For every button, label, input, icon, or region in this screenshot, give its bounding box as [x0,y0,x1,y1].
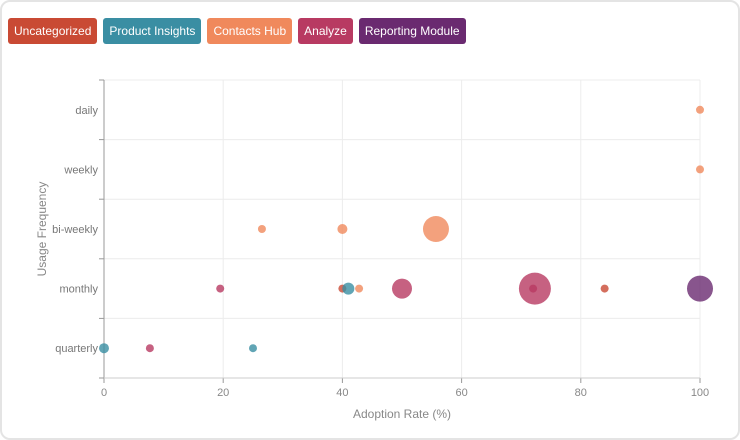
y-tick-label: bi-weekly [52,224,98,236]
bubble-reporting-module [687,275,713,302]
bubble-product-insights [342,282,355,295]
legend-item-analyze[interactable]: Analyze [298,18,353,44]
y-axis-label: Usage Frequency [35,182,49,277]
x-axis-label: Adoption Rate (%) [353,407,451,421]
bubble-uncategorized [600,284,609,293]
x-tick-label: 40 [336,387,348,399]
bubble-contacts-hub [257,225,266,233]
legend: Uncategorized Product Insights Contacts Hu… [8,18,466,44]
legend-item-product-insights[interactable]: Product Insights [103,18,202,44]
bubble-analyze [392,278,412,299]
x-tick-label: 80 [575,387,587,399]
bubble-product-insights [99,343,109,354]
x-tick-label: 20 [217,387,229,399]
bubble-contacts-hub [337,224,348,234]
y-tick-label: monthly [59,284,98,296]
bubble-contacts-hub [696,105,704,114]
legend-item-reporting-module[interactable]: Reporting Module [358,18,466,44]
y-tick-label: weekly [63,164,98,176]
y-tick-label: quarterly [55,343,98,355]
x-tick-label: 0 [101,387,107,399]
bubble-analyze [145,344,154,353]
bubble-contacts-hub [696,165,704,174]
bubble-analyze [216,284,225,293]
bubble-product-insights [249,344,257,353]
x-tick-label: 100 [691,387,709,399]
x-tick-label: 60 [455,387,467,399]
legend-item-contacts-hub[interactable]: Contacts Hub [207,18,293,44]
bubble-analyze [529,284,538,293]
legend-item-uncategorized[interactable]: Uncategorized [8,18,98,44]
y-tick-label: daily [75,105,98,117]
bubble-contacts-hub [355,284,364,293]
bubble-contacts-hub [422,216,449,242]
